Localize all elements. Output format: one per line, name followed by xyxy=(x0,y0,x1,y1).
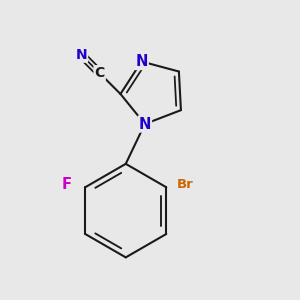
Text: Br: Br xyxy=(177,178,194,191)
Text: F: F xyxy=(61,177,71,192)
Text: C: C xyxy=(94,66,105,80)
Text: N: N xyxy=(135,54,148,69)
Text: N: N xyxy=(76,48,87,62)
Text: N: N xyxy=(139,116,151,131)
